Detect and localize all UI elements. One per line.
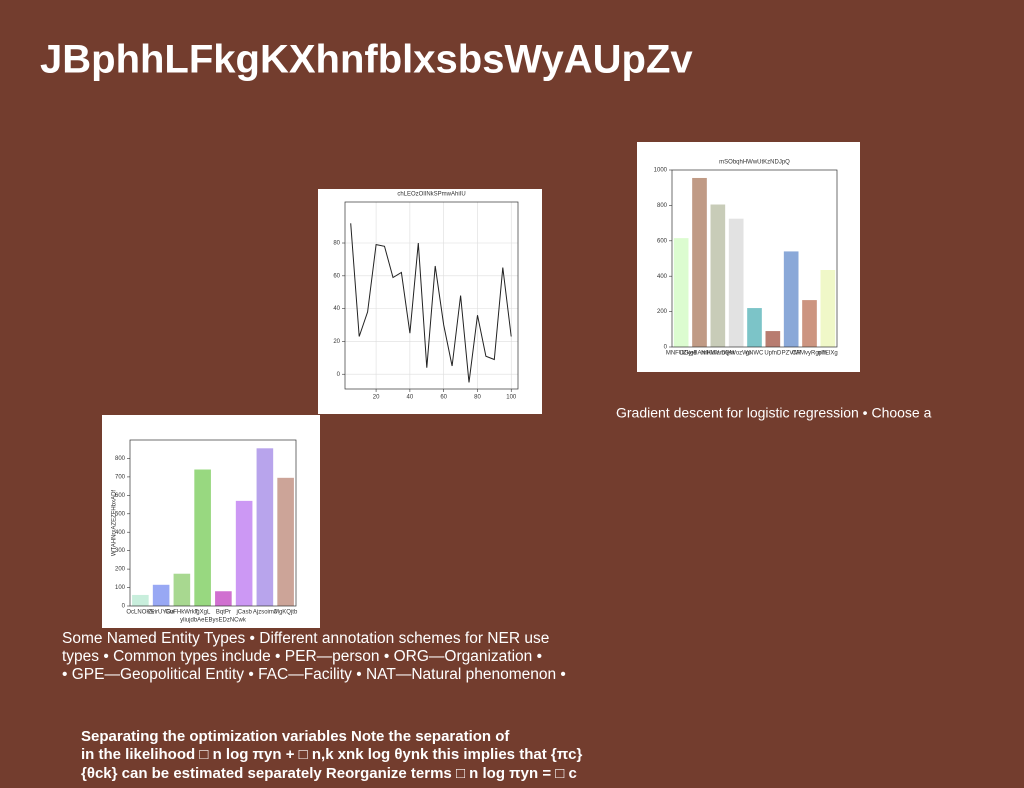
y-tick-label: 400 <box>657 274 668 280</box>
y-tick-label: 0 <box>337 372 341 378</box>
bar <box>256 448 274 606</box>
x-tick-label: lgXgL <box>195 610 211 616</box>
bar <box>194 469 211 606</box>
line-series <box>350 223 512 383</box>
x-tick-label: CFMvyRgpm <box>792 351 827 357</box>
y-tick-label: 200 <box>657 309 668 315</box>
x-tick-label: GuFHkWrkT <box>165 610 199 616</box>
y-tick-label: 40 <box>333 306 340 312</box>
y-tick-label: 100 <box>115 585 126 591</box>
y-tick-label: 700 <box>115 474 126 480</box>
bar <box>820 270 836 347</box>
y-tick-label: 200 <box>115 567 126 573</box>
y-tick-label: 600 <box>115 493 126 499</box>
y-tick-label: 60 <box>333 273 340 279</box>
bar <box>277 477 294 606</box>
x-tick-label: ZvirUYOa <box>148 610 175 616</box>
y-tick-label: 80 <box>333 241 340 247</box>
y-tick-label: 0 <box>664 345 668 351</box>
bar <box>152 584 170 606</box>
chart-title: chLEOzOlINkSPmwAhiIU <box>397 192 465 198</box>
body-line: Some Named Entity Types • Different anno… <box>62 630 549 647</box>
y-tick-label: 0 <box>122 604 126 610</box>
bar <box>728 218 744 347</box>
x-tick-label: NIKWamQkr <box>701 351 734 357</box>
slide-title: JBphhLFkgKXhnfblxsbsWyAUpZv <box>40 38 693 82</box>
caption: Gradient descent for logistic regression… <box>616 405 932 421</box>
bar <box>747 308 762 347</box>
plot-frame <box>129 439 297 607</box>
y-tick-label: 300 <box>115 548 126 554</box>
y-tick-label: 600 <box>657 238 668 244</box>
y-tick-label: 1000 <box>654 168 668 174</box>
x-tick-label: OcLNOKE <box>126 610 154 616</box>
x-tick-label: PZVfW <box>782 351 801 357</box>
bar <box>802 300 817 347</box>
y-tick-label: 800 <box>657 203 668 209</box>
x-tick-label: jCasb <box>235 610 252 616</box>
chart-image <box>318 189 542 414</box>
x-tick-label: MgKQjtb <box>274 610 298 616</box>
body-line: • GPE—Geopolitical Entity • FAC—Facility… <box>62 666 566 683</box>
x-tick-label: DleWozWu <box>721 351 751 357</box>
x-tick-label: gNWC <box>746 351 764 357</box>
formula-line: {θck} can be estimated separately Reorga… <box>81 765 577 782</box>
bar <box>235 500 253 606</box>
x-tick-label: 60 <box>440 395 447 401</box>
formula-line: Separating the optimization variables No… <box>81 728 510 745</box>
plot-frame <box>671 169 838 348</box>
bar <box>783 251 799 347</box>
bar <box>673 238 689 347</box>
y-tick-label: 400 <box>115 530 126 536</box>
x-tick-label: 80 <box>474 395 481 401</box>
y-tick-label: 20 <box>333 339 340 345</box>
plot-frame <box>344 201 519 390</box>
bar <box>692 177 707 347</box>
x-tick-label: 40 <box>407 395 414 401</box>
x-tick-label: MNFUZkgd <box>666 351 697 357</box>
x-tick-label: DGjeBAmHklV <box>680 351 719 357</box>
bar <box>173 573 191 606</box>
formula-line: in the likelihood □ n log πyn + □ n,k xn… <box>81 746 583 763</box>
x-tick-label: nTElXg <box>818 351 838 357</box>
x-tick-label: 100 <box>506 395 517 401</box>
body-line: types • Common types include • PER—perso… <box>62 648 542 665</box>
bar <box>215 591 232 606</box>
chart-title: mSObqhHWwUtKzNDJpQ <box>719 160 790 166</box>
x-tick-label: AjzsoimJ <box>253 610 277 616</box>
y-axis-label: WTAHNrxAZEZFHbxADf <box>112 490 118 557</box>
x-axis-label: yliujdbAeEBysEDzNCwk <box>180 618 247 624</box>
y-tick-label: 500 <box>115 511 126 517</box>
bar <box>765 331 781 347</box>
bar <box>132 594 149 606</box>
y-tick-label: 800 <box>115 456 126 462</box>
bar <box>710 204 726 347</box>
x-tick-label: BqtPr <box>216 610 231 616</box>
x-tick-label: 20 <box>373 395 380 401</box>
x-tick-label: UpfnD <box>764 351 782 357</box>
